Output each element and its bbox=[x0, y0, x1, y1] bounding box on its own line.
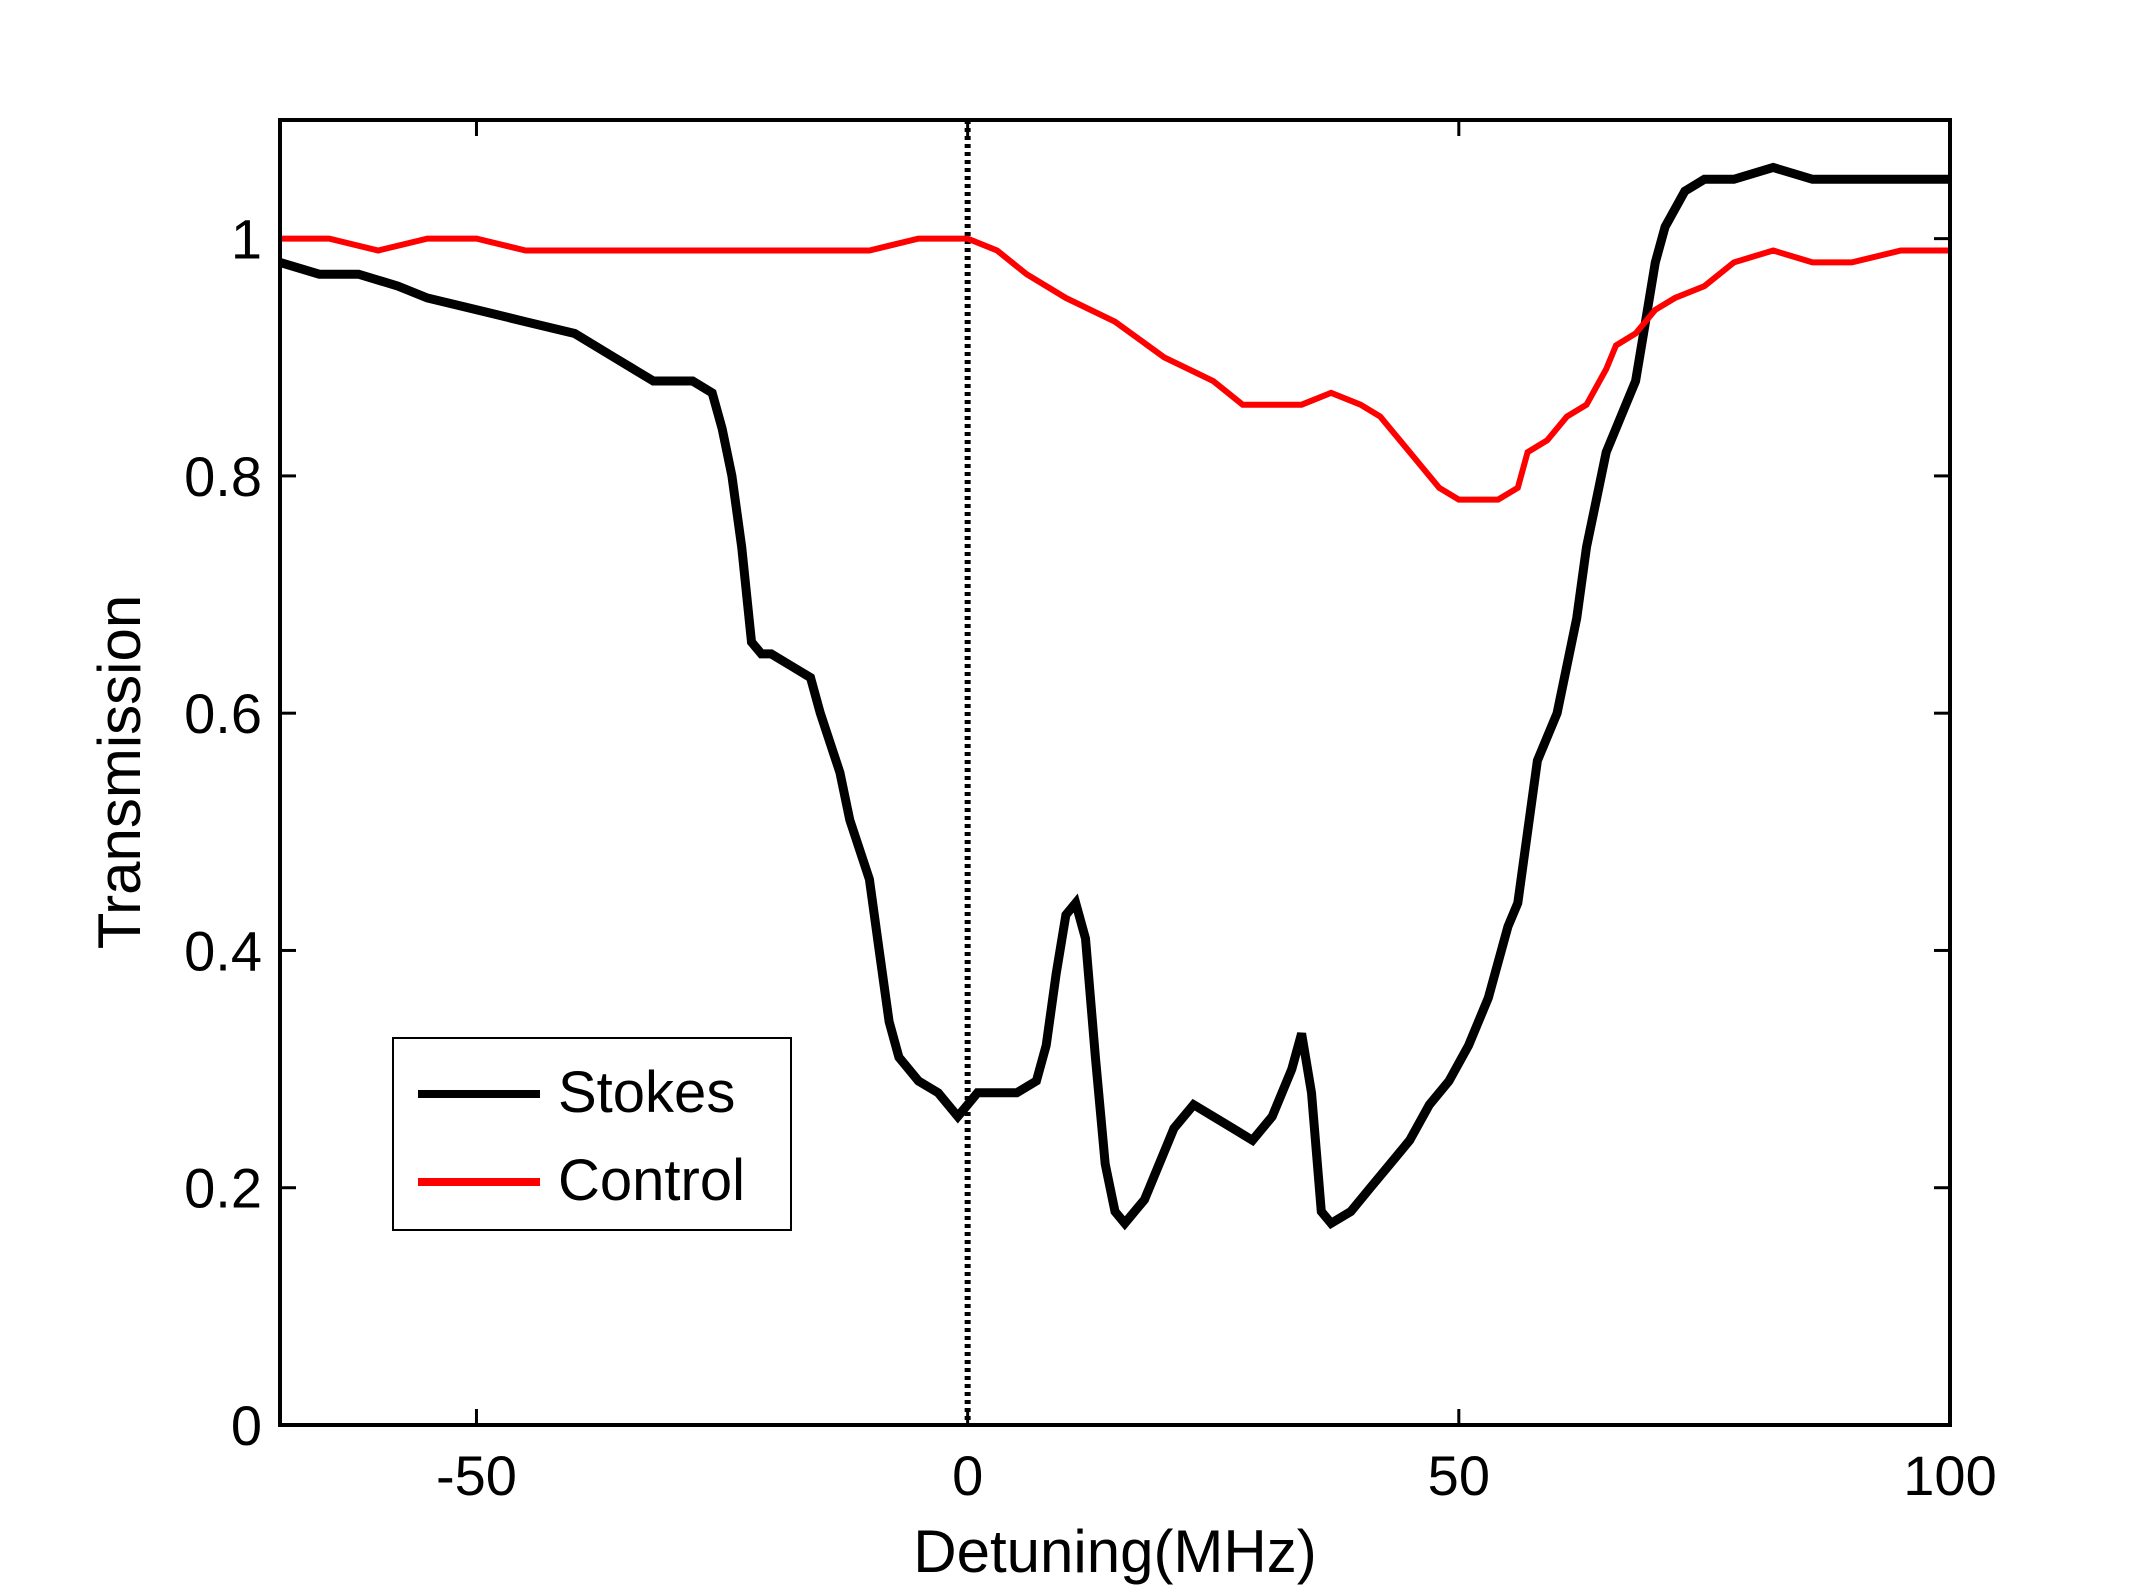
legend-label-control: Control bbox=[558, 1148, 745, 1213]
tick-labels: -50 0 50 100 0 0.2 0.4 0.6 0.8 1 bbox=[184, 208, 1997, 1507]
y-tick-label: 0 bbox=[231, 1394, 262, 1457]
series-line-stokes bbox=[278, 162, 1950, 1231]
legend-box bbox=[392, 1037, 792, 1231]
y-tick-label: 0.4 bbox=[184, 919, 262, 982]
series-group bbox=[278, 162, 1950, 1231]
x-tick-label: 100 bbox=[1903, 1444, 1996, 1507]
y-tick-label: 0.8 bbox=[184, 445, 262, 508]
y-tick-label: 1 bbox=[231, 208, 262, 271]
y-axis-label: Transmission bbox=[86, 595, 153, 950]
x-axis-label: Detuning(MHz) bbox=[913, 1518, 1316, 1585]
y-tick-label: 0.2 bbox=[184, 1157, 262, 1220]
x-tick-label: 0 bbox=[952, 1444, 983, 1507]
series-line-control bbox=[280, 235, 1950, 503]
x-tick-label: -50 bbox=[436, 1444, 517, 1507]
x-tick-label: 50 bbox=[1428, 1444, 1490, 1507]
legend-label-stokes: Stokes bbox=[558, 1060, 735, 1125]
plot-frame bbox=[278, 118, 1952, 1427]
y-tick-label: 0.6 bbox=[184, 682, 262, 745]
legend: Stokes Control bbox=[392, 1037, 792, 1231]
